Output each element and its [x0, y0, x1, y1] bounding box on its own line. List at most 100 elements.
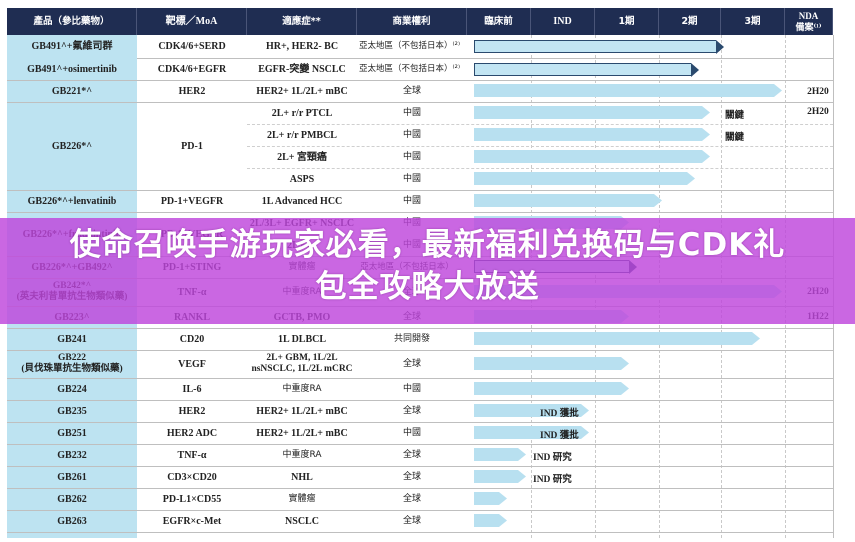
product-cell: GB232: [57, 449, 87, 461]
table-header: 產品（參比藥物） 靶標／MoA 適應症** 商業權利 臨床前 IND 1期 2期…: [7, 8, 833, 35]
rights-cell: 全球: [402, 493, 421, 504]
indication-cell: 中重度RA: [282, 383, 322, 394]
indication-cell: HER2+ 1L/2L+ mBC: [256, 427, 348, 439]
nda-date: 2H20: [807, 87, 829, 97]
banner-title: 使命召唤手游玩家必看，最新福利兑换码与CDK礼 包全攻略大放送: [0, 224, 855, 308]
header-ind: IND: [531, 8, 595, 35]
milestone-label: IND 研究: [533, 475, 572, 485]
row-divider: [7, 190, 833, 191]
row-divider: [137, 58, 833, 59]
row-divider: [247, 168, 833, 169]
progress-bar: [474, 470, 526, 483]
rights-cell: 中國: [402, 151, 421, 162]
rights-cell: 全球: [402, 471, 421, 482]
indication-cell: 實體瘤: [288, 493, 316, 504]
title-banner: [0, 218, 855, 324]
progress-bar: [474, 357, 629, 370]
indication-cell: HER2+ 1L/2L+ mBC: [256, 85, 348, 97]
target-cell: VEGF: [178, 358, 206, 370]
banner-line-1: 使命召唤手游玩家必看，最新福利兑换码与CDK礼: [69, 227, 786, 263]
indication-cell: HR+, HER2- BC: [265, 41, 339, 52]
nda-date: 2H20: [807, 107, 829, 117]
target-cell: CDK4/6+EGFR: [157, 63, 227, 75]
rights-cell: 中國: [402, 173, 421, 184]
product-cell: GB241: [57, 333, 87, 345]
header-preclinical: 臨床前: [467, 8, 531, 35]
product-cell: GB491^+氟維司群: [31, 41, 113, 52]
progress-bar: [474, 194, 662, 207]
progress-bar: [474, 84, 782, 97]
rights-cell: 全球: [402, 515, 421, 526]
header-target: 靶標／MoA: [137, 8, 247, 35]
header-product: 產品（參比藥物）: [7, 8, 137, 35]
row-divider: [7, 466, 833, 467]
target-cell: HER2: [178, 405, 206, 417]
progress-bar: [474, 332, 760, 345]
indication-cell: 2L+ r/r PTCL: [271, 107, 333, 119]
row-divider: [7, 378, 833, 379]
product-cell: GB262: [57, 493, 87, 505]
indication-cell: 中重度RA: [282, 449, 322, 460]
indication-cell: 2L+ r/r PMBCL: [267, 129, 337, 141]
milestone-label: IND 獲批: [540, 431, 579, 441]
target-cell: IL-6: [182, 383, 202, 395]
target-cell: PD-1+VEGFR: [160, 195, 224, 207]
product-cell: GB261: [57, 471, 87, 483]
row-divider: [247, 124, 833, 125]
target-cell: TNF-α: [177, 449, 207, 461]
row-divider: [7, 422, 833, 423]
target-cell: CD20: [179, 333, 205, 345]
rights-cell: 亞太地區（不包括日本）⁽²⁾: [358, 41, 461, 51]
product-cell: GB251: [57, 427, 87, 439]
row-divider: [7, 102, 833, 103]
indication-cell: 2L+ 宮頸癌: [277, 151, 327, 163]
milestone-label: 關鍵: [725, 110, 745, 121]
header-phase1: 1期: [595, 8, 659, 35]
rights-cell: 全球: [402, 449, 421, 460]
target-cell: PD-1: [181, 140, 203, 152]
table-bottom-border: [7, 532, 833, 533]
progress-bar: [474, 492, 507, 505]
row-divider: [7, 212, 833, 213]
indication-cell: NHL: [291, 471, 313, 483]
progress-bar: [474, 448, 526, 461]
header-phase3: 3期: [721, 8, 785, 35]
target-cell: PD-L1×CD55: [162, 493, 222, 505]
row-divider: [247, 146, 833, 147]
progress-bar: [474, 172, 695, 185]
product-cell: GB263: [57, 515, 87, 527]
product-cell: GB226*^: [51, 140, 93, 152]
indication-cell: HER2+ 1L/2L+ mBC: [256, 405, 348, 417]
header-rights: 商業權利: [357, 8, 467, 35]
target-cell: CDK4/6+SERD: [158, 41, 226, 52]
rights-cell: 共同開發: [393, 333, 430, 344]
row-divider: [7, 328, 833, 329]
row-divider: [7, 488, 833, 489]
progress-bar: [474, 426, 589, 439]
indication-cell: 1L Advanced HCC: [261, 195, 343, 207]
progress-bar: [474, 106, 710, 119]
header-nda: NDA 備案⁽¹⁾: [785, 8, 833, 35]
progress-bar: [474, 404, 589, 417]
product-cell: GB235: [57, 405, 87, 417]
header-indication: 適應症**: [247, 8, 357, 35]
rights-cell: 全球: [402, 358, 421, 369]
product-cell: GB221*^: [51, 85, 93, 97]
header-phase2: 2期: [659, 8, 721, 35]
row-divider: [7, 80, 833, 81]
indication-cell: 1L DLBCL: [277, 333, 327, 345]
target-cell: HER2: [178, 85, 206, 97]
rights-cell: 中國: [402, 107, 421, 118]
product-cell: GB224: [57, 383, 87, 395]
rights-cell: 中國: [402, 195, 421, 206]
target-cell: HER2 ADC: [166, 427, 218, 439]
row-divider: [7, 510, 833, 511]
product-cell: GB222 (貝伐珠單抗生物類似藥): [21, 353, 123, 374]
progress-bar: [474, 382, 629, 395]
indication-cell: 2L+ GBM, 1L/2L nsNSCLC, 1L/2L mCRC: [251, 353, 353, 374]
indication-cell: EGFR-突變 NSCLC: [258, 63, 346, 75]
milestone-label: IND 獲批: [540, 409, 579, 419]
row-divider: [7, 350, 833, 351]
rights-cell: 全球: [402, 405, 421, 416]
product-cell: GB226*^+lenvatinib: [27, 195, 117, 207]
